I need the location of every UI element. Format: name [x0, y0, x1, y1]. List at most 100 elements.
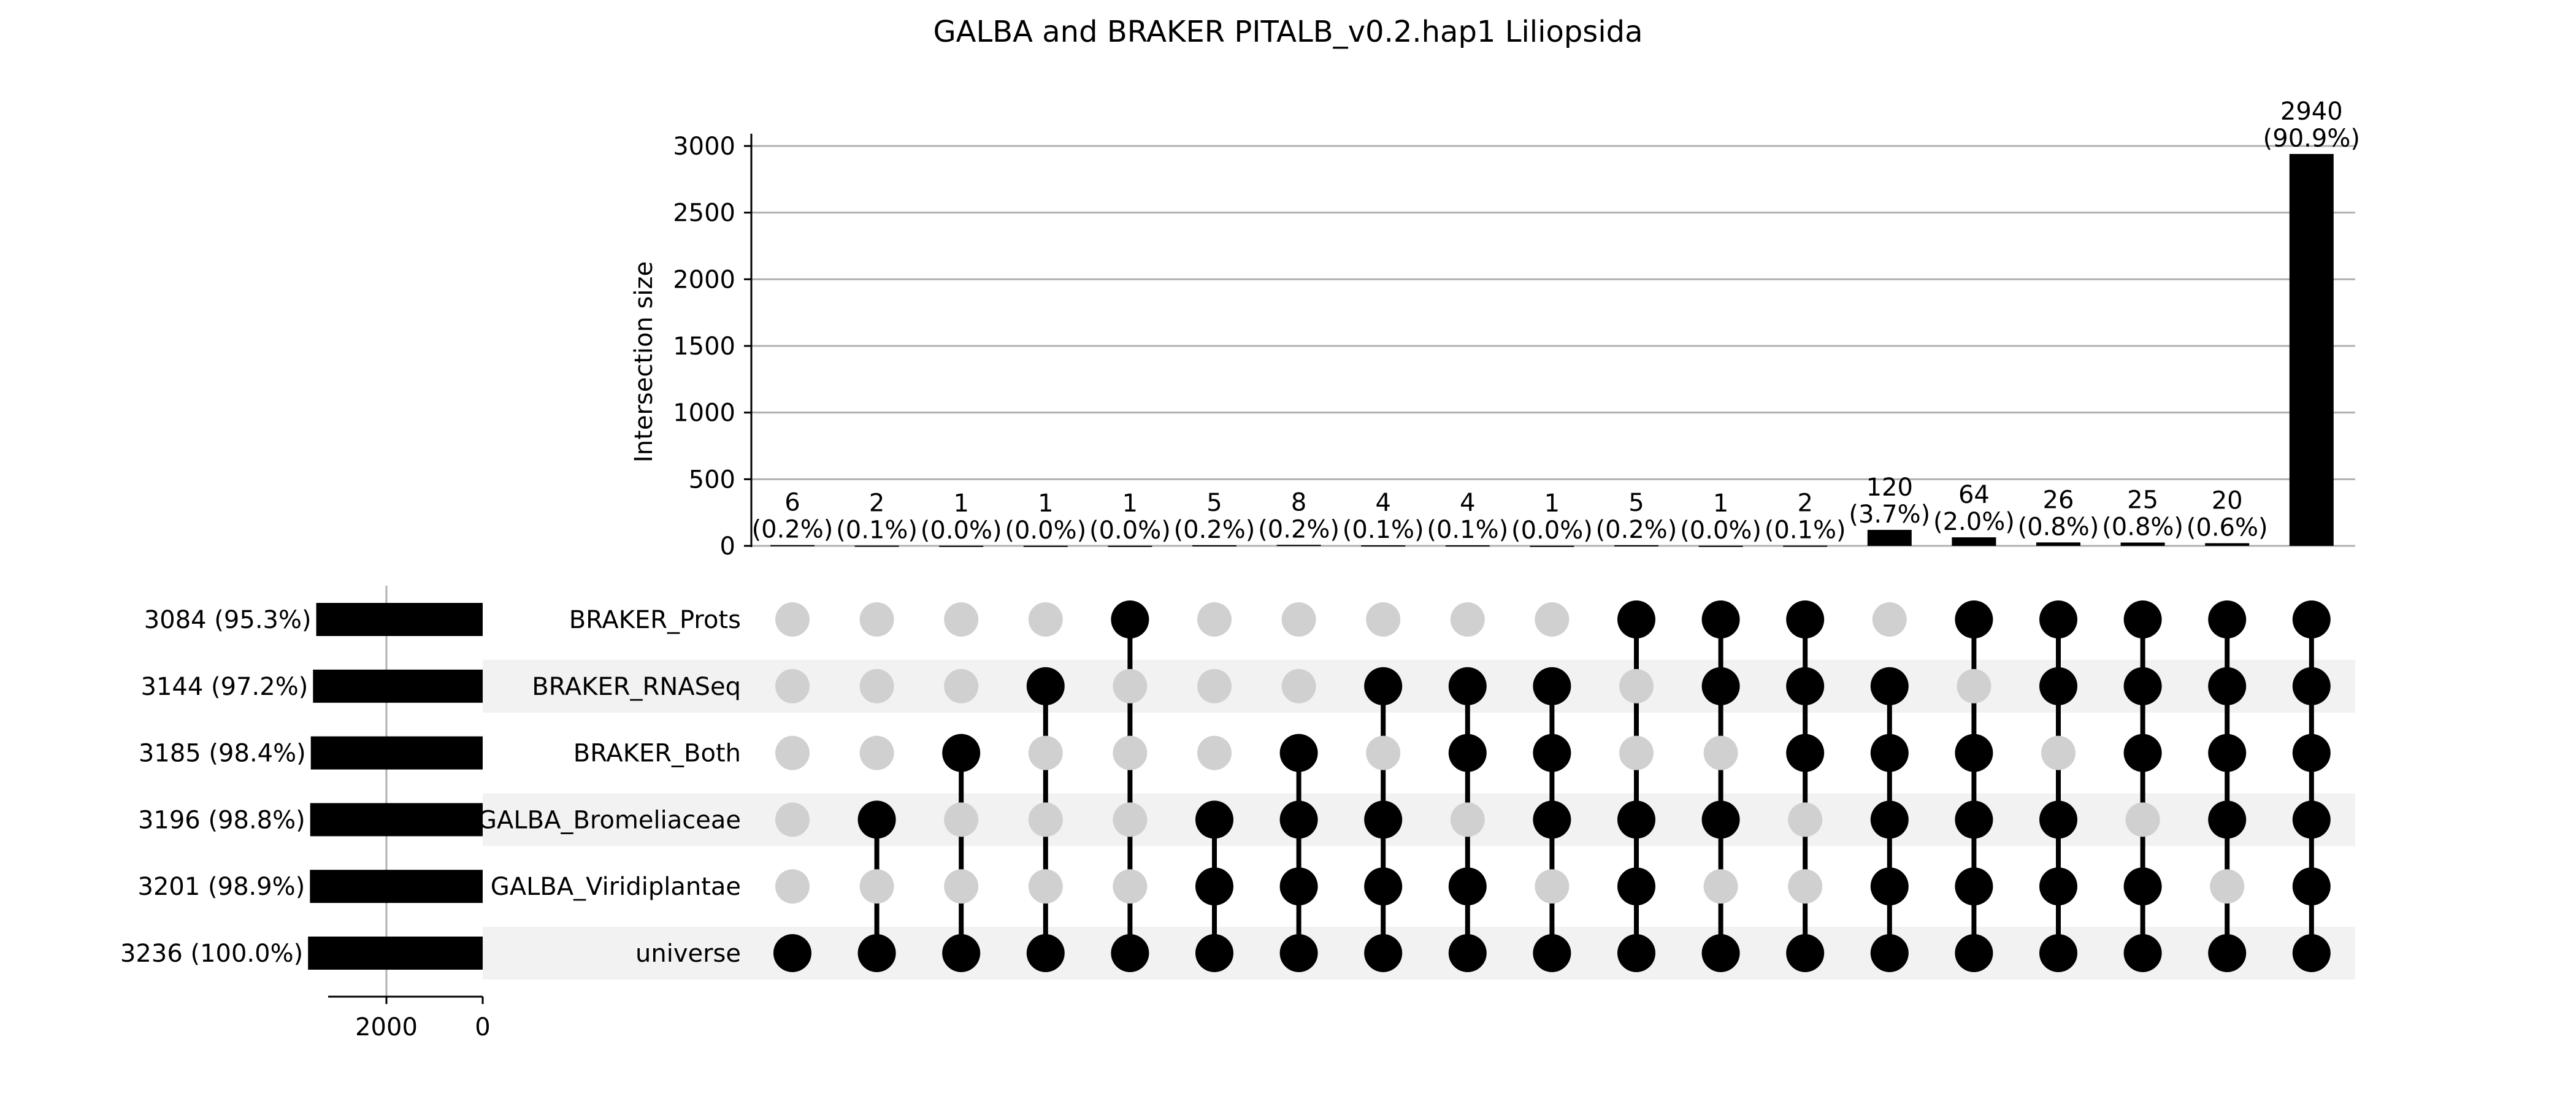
intersection-count-label: 5: [1206, 489, 1222, 517]
set-size-label: 3144 (97.2%): [141, 673, 309, 701]
matrix-dot-empty: [2041, 735, 2076, 770]
matrix-dot-empty: [1281, 602, 1316, 637]
matrix-dot-filled: [1786, 934, 1825, 972]
matrix-dot-empty: [1788, 869, 1823, 904]
set-size-bar: [316, 603, 483, 636]
matrix-dot-filled: [2123, 734, 2162, 772]
y-gridlines: [751, 145, 2355, 547]
matrix-dot-empty: [859, 735, 894, 770]
matrix-dot-filled: [2292, 600, 2331, 638]
matrix-dot-empty: [1535, 602, 1570, 637]
matrix-dot-empty: [2125, 802, 2160, 837]
set-size-bar: [313, 669, 483, 703]
y-tick-label: 0: [720, 532, 735, 561]
y-tick-label: 2500: [673, 199, 735, 228]
matrix-dot-empty: [944, 602, 979, 637]
matrix-dot-empty: [1281, 669, 1316, 703]
matrix-dot-filled: [2039, 800, 2077, 839]
matrix-dot-empty: [1450, 802, 1485, 837]
set-size-bar: [310, 803, 483, 837]
matrix-dot-filled: [1026, 934, 1065, 972]
set-size-bar: [310, 736, 483, 770]
matrix-dot-filled: [1111, 934, 1149, 972]
y-axis-label: Intersection size: [630, 261, 658, 462]
matrix-dot-filled: [1701, 600, 1740, 638]
intersection-count-label: 1: [1038, 489, 1053, 518]
matrix-dot-filled: [857, 800, 896, 839]
matrix-dot-empty: [859, 669, 894, 703]
matrix-dot-filled: [1448, 734, 1487, 772]
set-name-label: BRAKER_RNASeq: [532, 673, 741, 701]
intersection-percent-label: (0.1%): [836, 516, 918, 545]
matrix-dot-filled: [1448, 934, 1487, 972]
matrix-dot-filled: [1955, 800, 1993, 839]
intersection-count-label: 6: [784, 489, 800, 517]
set-size-axis: 2000 0: [328, 586, 491, 1041]
matrix-dot-filled: [2292, 734, 2331, 772]
intersection-count-label: 5: [1628, 489, 1644, 517]
matrix-dot-empty: [1028, 602, 1063, 637]
matrix-dot-empty: [1366, 602, 1401, 637]
matrix-dot-filled: [1870, 800, 1909, 839]
matrix-dot-empty: [944, 802, 979, 837]
matrix-dot-filled: [1533, 734, 1571, 772]
y-tick-label: 1000: [673, 399, 735, 427]
intersection-bar: [1530, 545, 1574, 547]
matrix-dot-filled: [773, 934, 811, 972]
intersection-count-label: 1: [953, 489, 968, 518]
set-size-label: 3084 (95.3%): [144, 606, 312, 634]
matrix-dot-filled: [1955, 934, 1993, 972]
intersection-bars: [770, 154, 2334, 547]
set-size-label: 3185 (98.4%): [139, 740, 306, 768]
intersection-percent-label: (0.0%): [1680, 516, 1761, 545]
matrix-dot-filled: [1617, 867, 1655, 906]
intersection-percent-label: (0.2%): [1596, 516, 1677, 544]
matrix-dot-filled: [1533, 934, 1571, 972]
intersection-count-label: 2: [869, 489, 884, 518]
intersection-count-label: 1: [1122, 489, 1138, 518]
matrix-dot-filled: [2039, 667, 2077, 705]
matrix-dot-empty: [775, 869, 810, 904]
matrix-dot-filled: [1955, 867, 1993, 906]
matrix-dot-empty: [1113, 869, 1148, 904]
matrix-dot-filled: [1870, 734, 1909, 772]
matrix-dot-filled: [1786, 667, 1825, 705]
matrix-dot-filled: [1533, 667, 1571, 705]
intersection-bar: [1192, 545, 1236, 546]
matrix-dot-empty: [775, 602, 810, 637]
matrix-dot-empty: [1535, 869, 1570, 904]
set-name-label: GALBA_Viridiplantae: [491, 873, 741, 901]
intersection-percent-label: (0.1%): [1427, 516, 1508, 544]
matrix-dot-empty: [1028, 735, 1063, 770]
matrix-dot-filled: [1617, 934, 1655, 972]
matrix-dot-filled: [1533, 800, 1571, 839]
intersection-bar: [1276, 545, 1321, 546]
intersection-percent-label: (3.7%): [1849, 500, 1930, 529]
matrix-dot-filled: [2292, 867, 2331, 906]
matrix-dot-filled: [1786, 734, 1825, 772]
matrix-dot-filled: [1279, 800, 1318, 839]
matrix-dot-empty: [775, 802, 810, 837]
matrix-dot-filled: [2292, 667, 2331, 705]
set-size-tick-label: 0: [475, 1013, 490, 1041]
intersection-percent-label: (0.2%): [1258, 515, 1340, 543]
intersection-count-label: 1: [1713, 489, 1728, 518]
matrix-dot-filled: [942, 934, 981, 972]
set-name-label: universe: [635, 940, 741, 968]
intersection-percent-label: (0.0%): [921, 516, 1002, 545]
intersection-percent-label: (0.2%): [1174, 516, 1255, 544]
matrix-dot-filled: [2208, 600, 2247, 638]
matrix-dot-filled: [2039, 867, 2077, 906]
matrix-dot-filled: [2292, 934, 2331, 972]
y-tick-label: 3000: [673, 132, 735, 161]
matrix-dot-filled: [1111, 600, 1149, 638]
matrix-dot-filled: [1955, 600, 1993, 638]
matrix-dot-filled: [1364, 934, 1403, 972]
matrix-dot-filled: [2123, 600, 2162, 638]
y-tick-label: 2000: [673, 266, 735, 294]
matrix-dot-filled: [2123, 867, 2162, 906]
set-size-label: 3196 (98.8%): [138, 806, 305, 834]
intersection-count-label: 2940: [2280, 98, 2343, 126]
matrix-dot-filled: [2208, 667, 2247, 705]
